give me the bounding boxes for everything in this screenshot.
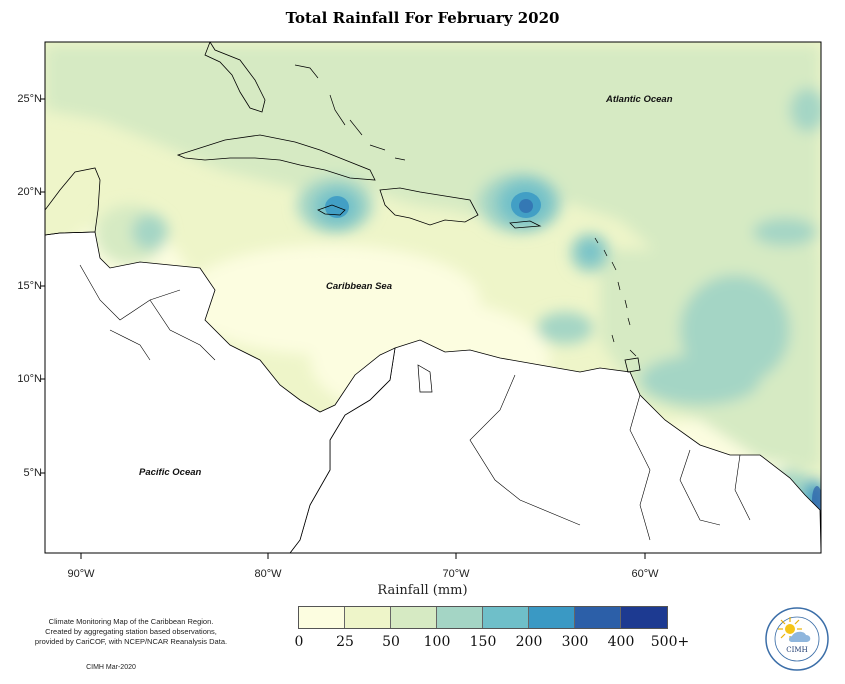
- legend-swatch-200-300: [529, 607, 575, 628]
- lat-label-10n: 10°N: [17, 373, 42, 385]
- legend-swatch-400-500: [621, 607, 667, 628]
- legend-tick-150: 150: [469, 634, 497, 650]
- legend-swatch-25-50: [345, 607, 391, 628]
- cuba-island: [176, 134, 376, 181]
- yucatan-land: [45, 167, 101, 236]
- legend-tick-0: 0: [294, 634, 304, 650]
- jamaica-island: [317, 204, 346, 216]
- legend-swatch-300-400: [575, 607, 621, 628]
- lesser-antilles-islands: [594, 237, 637, 357]
- map-title: Total Rainfall For February 2020: [285, 9, 560, 27]
- credit-line-1: Climate Monitoring Map of the Caribbean …: [48, 617, 214, 626]
- legend-tick-200: 200: [515, 634, 543, 650]
- region-label-atlantic: Atlantic Ocean: [606, 94, 673, 105]
- hispaniola-island: [379, 187, 479, 226]
- legend-tick-400: 400: [607, 634, 635, 650]
- region-label-caribbean: Caribbean Sea: [326, 281, 392, 292]
- cimh-sun-logo-icon: CIMH: [765, 607, 829, 671]
- bahamas-islands: [294, 64, 406, 161]
- logo-text: CIMH: [786, 646, 807, 654]
- region-label-pacific: Pacific Ocean: [139, 467, 202, 478]
- rainfall-legend: 0 25 50 100 150 200 300 400 500+: [295, 606, 689, 650]
- legend-tick-500: 500+: [650, 634, 690, 650]
- date-stamp: CIMH Mar-2020: [86, 664, 136, 671]
- lat-label-15n: 15°N: [17, 280, 42, 292]
- lat-label-25n: 25°N: [17, 93, 42, 105]
- legend-tick-100: 100: [423, 634, 451, 650]
- legend-swatch-100-150: [437, 607, 483, 628]
- credit-line-2: Created by aggregating station based obs…: [45, 627, 217, 636]
- lon-label-90w: 90°W: [67, 568, 95, 580]
- x-axis-title: Rainfall (mm): [377, 583, 468, 598]
- lat-label-20n: 20°N: [17, 186, 42, 198]
- central-america-land: [45, 231, 396, 553]
- legend-swatches: [298, 606, 668, 629]
- legend-tick-300: 300: [561, 634, 589, 650]
- legend-swatch-0-25: [299, 607, 345, 628]
- legend-swatch-50-100: [391, 607, 437, 628]
- legend-swatch-150-200: [483, 607, 529, 628]
- credit-text: Climate Monitoring Map of the Caribbean …: [16, 617, 246, 647]
- florida-land: [204, 42, 266, 113]
- lat-label-5n: 5°N: [23, 467, 42, 479]
- lon-label-70w: 70°W: [442, 568, 470, 580]
- lon-label-80w: 80°W: [254, 568, 282, 580]
- credit-line-3: provided by CariCOF, with NCEP/NCAR Rean…: [34, 637, 228, 646]
- legend-tick-50: 50: [382, 634, 400, 650]
- legend-tick-25: 25: [336, 634, 354, 650]
- puerto-rico-island: [509, 220, 542, 229]
- lon-label-60w: 60°W: [631, 568, 659, 580]
